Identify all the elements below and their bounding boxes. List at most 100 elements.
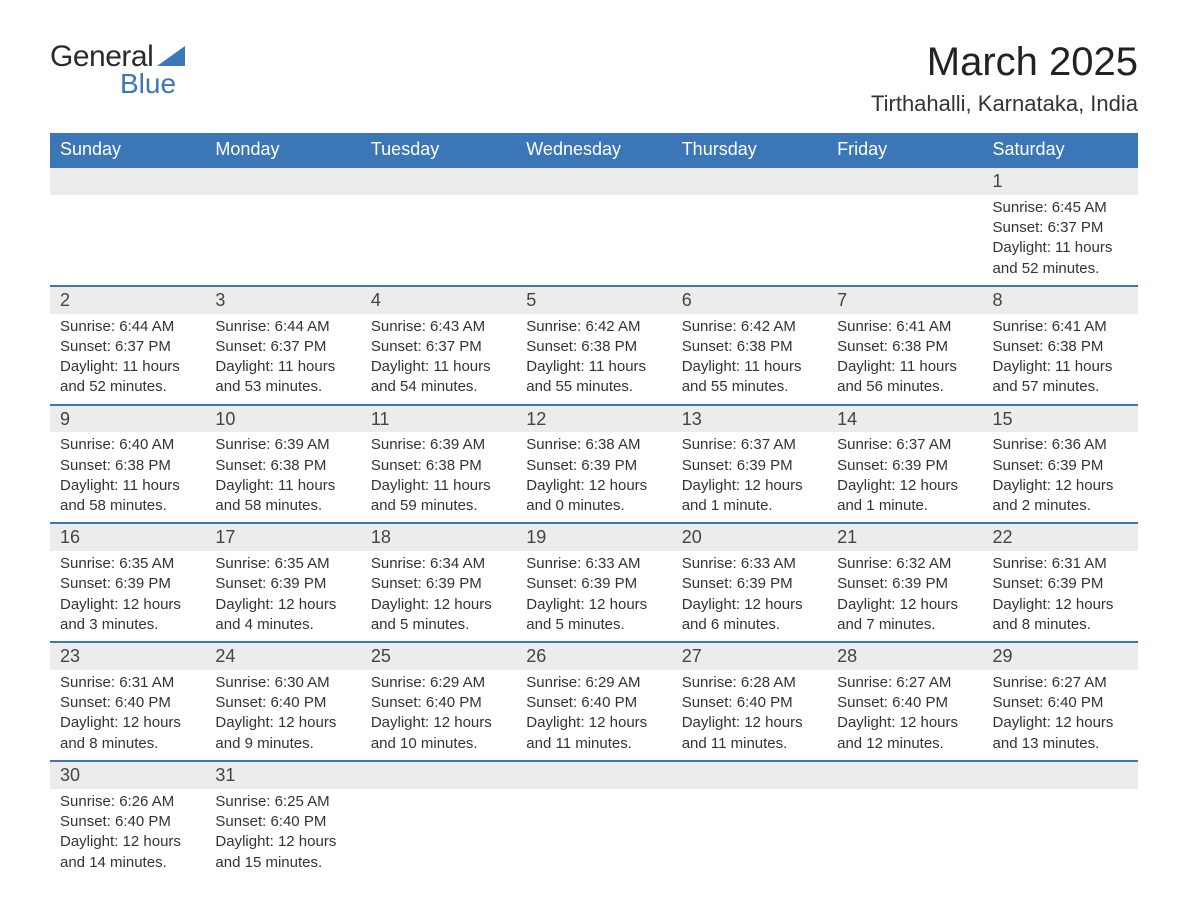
daylight-text: Daylight: 11 hours and 55 minutes.	[526, 357, 661, 398]
daylight-text: Daylight: 12 hours and 0 minutes.	[526, 476, 661, 517]
day-cell: Sunrise: 6:35 AMSunset: 6:39 PMDaylight:…	[205, 551, 360, 642]
day-cell: Sunrise: 6:34 AMSunset: 6:39 PMDaylight:…	[361, 551, 516, 642]
sunset-text: Sunset: 6:39 PM	[837, 574, 972, 594]
day-cell-body: Sunrise: 6:29 AMSunset: 6:40 PMDaylight:…	[516, 670, 671, 760]
sunset-text: Sunset: 6:39 PM	[526, 574, 661, 594]
daylight-text: Daylight: 12 hours and 8 minutes.	[993, 595, 1128, 636]
day-number	[827, 168, 982, 175]
day-cell: Sunrise: 6:43 AMSunset: 6:37 PMDaylight:…	[361, 314, 516, 405]
day-header: Tuesday	[361, 133, 516, 167]
day-number-cell: 14	[827, 405, 982, 433]
sunrise-text: Sunrise: 6:27 AM	[993, 673, 1128, 693]
day-number-cell	[516, 761, 671, 789]
day-number: 12	[516, 406, 671, 433]
day-cell-body: Sunrise: 6:35 AMSunset: 6:39 PMDaylight:…	[205, 551, 360, 641]
day-number: 11	[361, 406, 516, 433]
daylight-text: Daylight: 11 hours and 53 minutes.	[215, 357, 350, 398]
week-daynum-row: 23242526272829	[50, 642, 1138, 670]
sunset-text: Sunset: 6:39 PM	[993, 456, 1128, 476]
day-cell: Sunrise: 6:25 AMSunset: 6:40 PMDaylight:…	[205, 789, 360, 879]
day-number: 18	[361, 524, 516, 551]
location-subtitle: Tirthahalli, Karnataka, India	[871, 91, 1138, 117]
daylight-text: Daylight: 12 hours and 13 minutes.	[993, 713, 1128, 754]
day-cell-body: Sunrise: 6:33 AMSunset: 6:39 PMDaylight:…	[516, 551, 671, 641]
week-body-row: Sunrise: 6:40 AMSunset: 6:38 PMDaylight:…	[50, 432, 1138, 523]
day-cell: Sunrise: 6:33 AMSunset: 6:39 PMDaylight:…	[516, 551, 671, 642]
day-cell-body: Sunrise: 6:41 AMSunset: 6:38 PMDaylight:…	[983, 314, 1138, 404]
calendar-table: Sunday Monday Tuesday Wednesday Thursday…	[50, 133, 1138, 879]
day-cell: Sunrise: 6:44 AMSunset: 6:37 PMDaylight:…	[50, 314, 205, 405]
daylight-text: Daylight: 11 hours and 59 minutes.	[371, 476, 506, 517]
day-number	[827, 762, 982, 769]
sunrise-text: Sunrise: 6:30 AM	[215, 673, 350, 693]
sunset-text: Sunset: 6:39 PM	[215, 574, 350, 594]
sunrise-text: Sunrise: 6:35 AM	[215, 554, 350, 574]
sunrise-text: Sunrise: 6:41 AM	[993, 317, 1128, 337]
day-number-cell	[516, 167, 671, 195]
week-daynum-row: 2345678	[50, 286, 1138, 314]
day-number: 2	[50, 287, 205, 314]
sunset-text: Sunset: 6:40 PM	[526, 693, 661, 713]
day-cell-body: Sunrise: 6:28 AMSunset: 6:40 PMDaylight:…	[672, 670, 827, 760]
day-number-cell	[205, 167, 360, 195]
title-block: March 2025 Tirthahalli, Karnataka, India	[871, 40, 1138, 121]
day-number: 23	[50, 643, 205, 670]
day-number: 30	[50, 762, 205, 789]
day-header-row: Sunday Monday Tuesday Wednesday Thursday…	[50, 133, 1138, 167]
week-daynum-row: 3031	[50, 761, 1138, 789]
day-number-cell: 19	[516, 523, 671, 551]
sunrise-text: Sunrise: 6:33 AM	[682, 554, 817, 574]
day-number: 19	[516, 524, 671, 551]
daylight-text: Daylight: 11 hours and 52 minutes.	[993, 238, 1128, 279]
day-number-cell: 15	[983, 405, 1138, 433]
day-number: 14	[827, 406, 982, 433]
day-cell: Sunrise: 6:37 AMSunset: 6:39 PMDaylight:…	[827, 432, 982, 523]
day-cell: Sunrise: 6:42 AMSunset: 6:38 PMDaylight:…	[672, 314, 827, 405]
daylight-text: Daylight: 11 hours and 56 minutes.	[837, 357, 972, 398]
sunset-text: Sunset: 6:39 PM	[993, 574, 1128, 594]
sunrise-text: Sunrise: 6:25 AM	[215, 792, 350, 812]
sunrise-text: Sunrise: 6:42 AM	[526, 317, 661, 337]
day-cell-body: Sunrise: 6:34 AMSunset: 6:39 PMDaylight:…	[361, 551, 516, 641]
day-number: 15	[983, 406, 1138, 433]
day-number-cell: 23	[50, 642, 205, 670]
day-number	[205, 168, 360, 175]
day-number-cell: 29	[983, 642, 1138, 670]
day-number: 4	[361, 287, 516, 314]
day-number-cell: 12	[516, 405, 671, 433]
day-cell-body	[827, 789, 982, 798]
sunrise-text: Sunrise: 6:42 AM	[682, 317, 817, 337]
sunrise-text: Sunrise: 6:39 AM	[371, 435, 506, 455]
sunset-text: Sunset: 6:39 PM	[371, 574, 506, 594]
day-cell-body	[361, 195, 516, 204]
day-number: 10	[205, 406, 360, 433]
day-cell	[827, 789, 982, 879]
sunset-text: Sunset: 6:38 PM	[526, 337, 661, 357]
daylight-text: Daylight: 11 hours and 58 minutes.	[60, 476, 195, 517]
day-number-cell	[827, 167, 982, 195]
sunset-text: Sunset: 6:38 PM	[993, 337, 1128, 357]
sunrise-text: Sunrise: 6:31 AM	[993, 554, 1128, 574]
daylight-text: Daylight: 11 hours and 57 minutes.	[993, 357, 1128, 398]
day-cell	[50, 195, 205, 286]
day-cell: Sunrise: 6:29 AMSunset: 6:40 PMDaylight:…	[516, 670, 671, 761]
day-cell: Sunrise: 6:38 AMSunset: 6:39 PMDaylight:…	[516, 432, 671, 523]
sunrise-text: Sunrise: 6:26 AM	[60, 792, 195, 812]
day-number-cell: 28	[827, 642, 982, 670]
sunset-text: Sunset: 6:40 PM	[215, 693, 350, 713]
daylight-text: Daylight: 11 hours and 58 minutes.	[215, 476, 350, 517]
daylight-text: Daylight: 12 hours and 1 minute.	[682, 476, 817, 517]
day-cell: Sunrise: 6:27 AMSunset: 6:40 PMDaylight:…	[983, 670, 1138, 761]
day-number: 22	[983, 524, 1138, 551]
sunrise-text: Sunrise: 6:45 AM	[993, 198, 1128, 218]
day-header: Thursday	[672, 133, 827, 167]
day-number-cell	[361, 167, 516, 195]
daylight-text: Daylight: 12 hours and 5 minutes.	[526, 595, 661, 636]
sunset-text: Sunset: 6:37 PM	[215, 337, 350, 357]
day-number	[50, 168, 205, 175]
logo: General Blue	[50, 40, 185, 100]
sunrise-text: Sunrise: 6:39 AM	[215, 435, 350, 455]
day-cell	[672, 789, 827, 879]
sunset-text: Sunset: 6:39 PM	[526, 456, 661, 476]
day-number-cell	[672, 761, 827, 789]
